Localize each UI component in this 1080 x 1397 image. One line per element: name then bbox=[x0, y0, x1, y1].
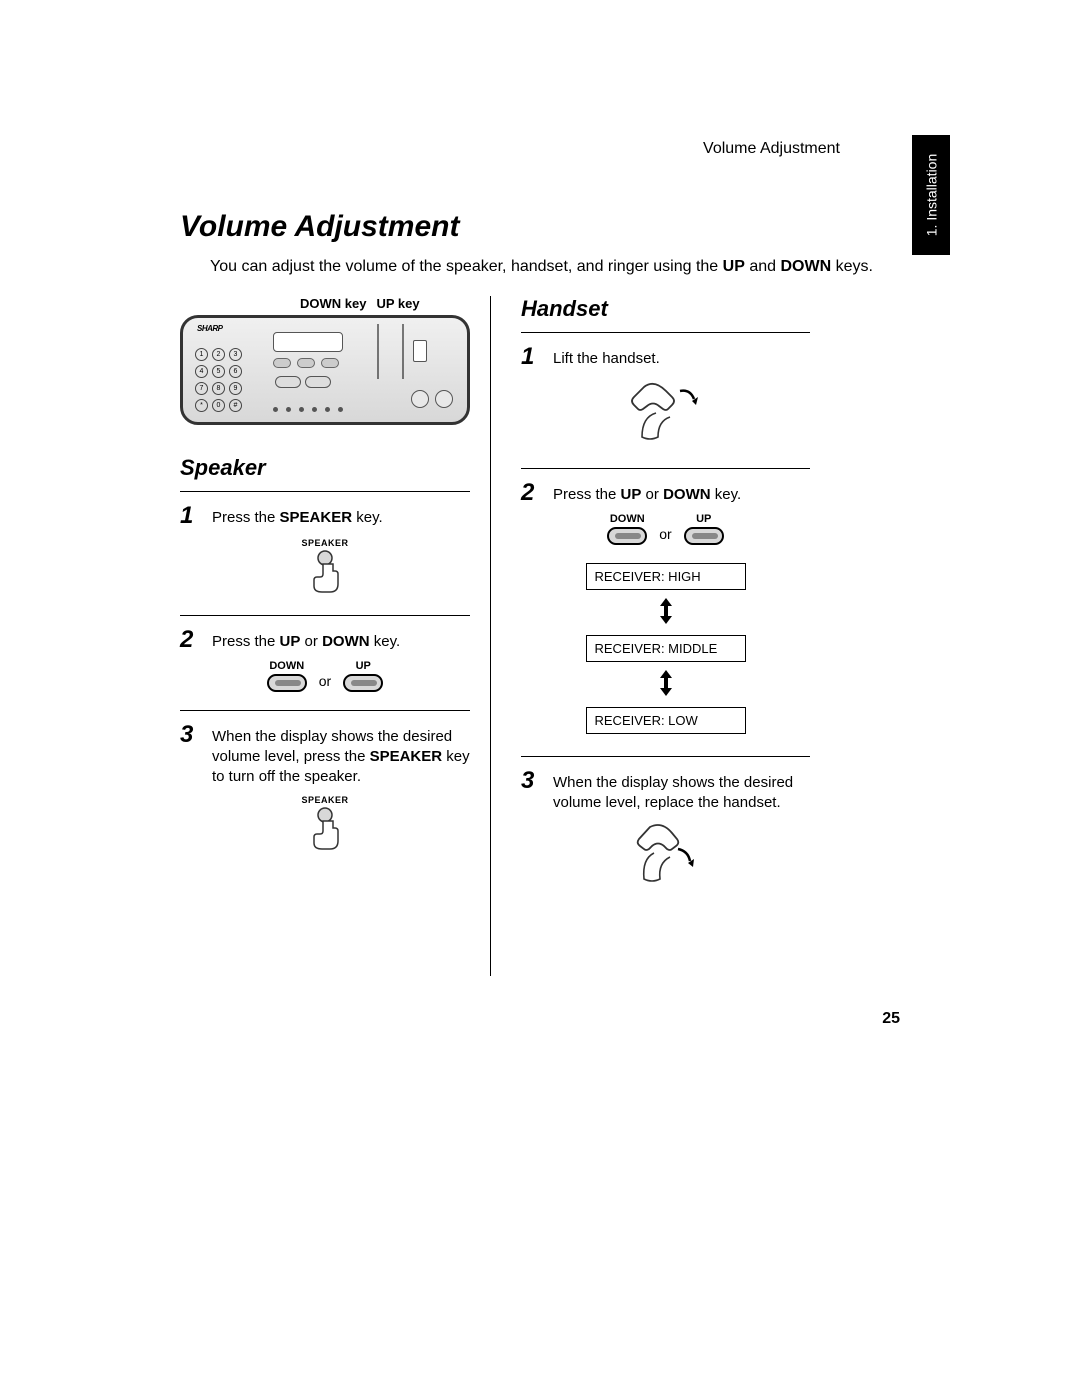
up-down-keys-illustration: DOWN or UP bbox=[180, 660, 470, 692]
divider bbox=[521, 756, 810, 757]
step-number: 1 bbox=[521, 343, 541, 371]
right-column: Handset 1 Lift the handset. 2 Press the … bbox=[490, 296, 810, 976]
chapter-tab-label: 1. Installation bbox=[923, 154, 939, 237]
left-column: DOWN key UP key SHARP 1 2 3 4 5 6 7 8 9 … bbox=[180, 296, 490, 976]
press-speaker-illustration: SPEAKER bbox=[180, 538, 470, 601]
page-title: Volume Adjustment bbox=[180, 210, 900, 244]
manual-page: Volume Adjustment 1. Installation Volume… bbox=[180, 140, 900, 976]
divider bbox=[180, 615, 470, 616]
down-key-icon: DOWN bbox=[607, 513, 647, 545]
double-arrow-icon bbox=[521, 670, 810, 701]
device-lcd bbox=[273, 332, 343, 352]
step-number: 2 bbox=[521, 479, 541, 507]
divider bbox=[180, 710, 470, 711]
or-text: or bbox=[319, 663, 331, 689]
up-key-callout: UP key bbox=[376, 296, 419, 311]
speaker-step-2: 2 Press the UP or DOWN key. bbox=[180, 626, 470, 654]
device-indicator-dots bbox=[273, 407, 343, 412]
press-speaker-illustration: SPEAKER bbox=[180, 795, 470, 858]
down-key-icon: DOWN bbox=[267, 660, 307, 692]
device-keypad: 1 2 3 4 5 6 7 8 9 * 0 # bbox=[195, 348, 243, 413]
speaker-key-label: SPEAKER bbox=[180, 795, 470, 805]
replace-handset-illustration bbox=[521, 821, 810, 896]
finger-press-icon bbox=[303, 807, 347, 853]
finger-press-icon bbox=[303, 550, 347, 596]
intro-paragraph: You can adjust the volume of the speaker… bbox=[210, 256, 900, 278]
divider bbox=[180, 491, 470, 492]
step-number: 3 bbox=[180, 721, 200, 788]
double-arrow-icon bbox=[521, 598, 810, 629]
up-down-keys-illustration: DOWN or UP bbox=[521, 513, 810, 545]
device-right-controls bbox=[411, 390, 453, 408]
device-key-callout-labels: DOWN key UP key bbox=[300, 296, 470, 311]
handset-step-3: 3 When the display shows the desired vol… bbox=[521, 767, 810, 814]
fax-device-illustration: SHARP 1 2 3 4 5 6 7 8 9 * 0 # bbox=[180, 315, 470, 425]
device-mid-buttons bbox=[273, 358, 339, 368]
handset-heading: Handset bbox=[521, 296, 810, 322]
down-key-callout: DOWN key bbox=[300, 296, 366, 311]
device-brand: SHARP bbox=[197, 324, 223, 333]
step-number: 2 bbox=[180, 626, 200, 654]
page-number: 25 bbox=[882, 1010, 900, 1028]
divider bbox=[521, 332, 810, 333]
speaker-key-label: SPEAKER bbox=[180, 538, 470, 548]
handset-lift-icon bbox=[626, 379, 706, 449]
up-key-icon: UP bbox=[684, 513, 724, 545]
display-receiver-low: RECEIVER: LOW bbox=[586, 707, 746, 734]
device-up-down-ovals bbox=[275, 376, 331, 388]
display-receiver-middle: RECEIVER: MIDDLE bbox=[586, 635, 746, 662]
handset-step-1: 1 Lift the handset. bbox=[521, 343, 810, 371]
handset-step-2: 2 Press the UP or DOWN key. bbox=[521, 479, 810, 507]
device-paper-slot bbox=[413, 340, 427, 362]
handset-replace-icon bbox=[626, 821, 706, 891]
two-column-layout: DOWN key UP key SHARP 1 2 3 4 5 6 7 8 9 … bbox=[180, 296, 900, 976]
speaker-heading: Speaker bbox=[180, 455, 470, 481]
divider bbox=[521, 468, 810, 469]
up-key-icon: UP bbox=[343, 660, 383, 692]
step-number: 1 bbox=[180, 502, 200, 530]
running-header: Volume Adjustment bbox=[703, 140, 840, 158]
speaker-step-1: 1 Press the SPEAKER key. bbox=[180, 502, 470, 530]
lift-handset-illustration bbox=[521, 379, 810, 454]
chapter-tab: 1. Installation bbox=[912, 135, 950, 255]
step-number: 3 bbox=[521, 767, 541, 814]
display-receiver-high: RECEIVER: HIGH bbox=[586, 563, 746, 590]
speaker-step-3: 3 When the display shows the desired vol… bbox=[180, 721, 470, 788]
or-text: or bbox=[659, 516, 671, 542]
